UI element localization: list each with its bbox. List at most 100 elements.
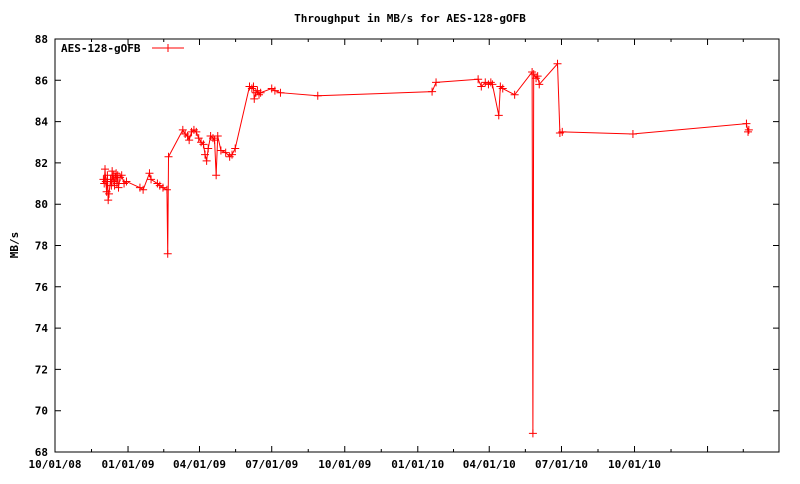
data-point: [108, 177, 117, 186]
data-point: [247, 84, 256, 93]
data-point: [742, 119, 751, 128]
y-tick-label: 74: [35, 322, 49, 335]
data-point: [494, 111, 503, 120]
data-point: [199, 140, 208, 149]
data-point: [528, 68, 537, 77]
data-point: [256, 88, 265, 97]
data-point: [155, 181, 164, 190]
data-point: [108, 167, 117, 176]
x-tick-label: 04/01/09: [173, 458, 226, 471]
data-point: [194, 134, 203, 143]
data-point: [529, 70, 538, 79]
y-tick-label: 76: [35, 281, 49, 294]
data-point: [228, 150, 237, 159]
data-point: [221, 148, 230, 157]
data-point: [100, 179, 109, 188]
data-point: [204, 144, 213, 153]
data-point: [162, 185, 171, 194]
data-point: [213, 132, 222, 141]
data-point: [139, 185, 148, 194]
chart-title: Throughput in MB/s for AES-128-gOFB: [294, 12, 526, 25]
data-point: [532, 74, 541, 83]
data-point: [428, 87, 437, 96]
data-point: [202, 156, 211, 165]
data-point: [249, 82, 258, 91]
y-tick-label: 82: [35, 157, 48, 170]
data-point: [104, 196, 113, 205]
data-point: [104, 189, 113, 198]
x-tick-label: 10/01/10: [608, 458, 661, 471]
x-tick-label: 07/01/10: [535, 458, 588, 471]
y-tick-label: 86: [35, 74, 49, 87]
y-tick-label: 80: [35, 198, 48, 211]
data-point: [208, 134, 217, 143]
data-point: [112, 179, 121, 188]
data-point: [553, 59, 562, 68]
data-point: [498, 84, 507, 93]
data-point: [122, 177, 131, 186]
data-point: [250, 94, 259, 103]
data-point: [253, 86, 262, 95]
data-point: [267, 84, 276, 93]
data-point: [528, 429, 537, 438]
data-point: [101, 177, 110, 186]
data-point: [432, 78, 441, 87]
data-point: [210, 136, 219, 145]
data-point: [192, 127, 201, 136]
plot-area: [99, 59, 753, 438]
data-point: [135, 183, 144, 192]
data-point: [477, 82, 486, 91]
data-point: [533, 72, 542, 81]
x-tick-label: 10/01/09: [318, 458, 371, 471]
data-point: [535, 80, 544, 89]
data-point: [231, 144, 240, 153]
y-tick-label: 70: [35, 405, 48, 418]
y-tick-label: 72: [35, 363, 48, 376]
axes: 68 70 72 74 76 78 80 82 84 86 88 10/01/08 01/01/09 04…: [29, 33, 780, 471]
data-point: [116, 173, 125, 182]
legend: AES-128-gOFB: [61, 42, 184, 55]
plot-border: [54, 38, 780, 453]
y-tick-label: 84: [35, 116, 49, 129]
legend-marker: [164, 44, 172, 52]
series-line: [102, 62, 750, 434]
x-tick-label: 04/01/10: [463, 458, 516, 471]
data-point: [744, 127, 753, 136]
data-point: [183, 132, 192, 141]
data-point: [101, 165, 110, 174]
data-point: [558, 127, 567, 136]
data-point: [744, 125, 753, 134]
data-point: [117, 171, 126, 180]
y-axis-label: MB/s: [8, 232, 21, 259]
y-tick-label: 88: [35, 33, 48, 46]
legend-label: AES-128-gOFB: [61, 42, 141, 55]
y-tick-label: 68: [35, 446, 48, 459]
data-point: [158, 183, 167, 192]
y-tick-label: 78: [35, 240, 48, 253]
x-tick-label: 07/01/09: [245, 458, 298, 471]
data-point: [628, 129, 637, 138]
data-point: [212, 171, 221, 180]
x-tick-label: 01/01/09: [102, 458, 155, 471]
data-point: [474, 75, 483, 84]
data-point: [114, 183, 123, 192]
data-point: [313, 91, 322, 100]
data-point: [488, 80, 497, 89]
data-point: [163, 249, 172, 258]
data-point: [145, 169, 154, 178]
data-point: [178, 125, 187, 134]
data-point: [185, 136, 194, 145]
x-tick-label: 10/01/08: [29, 458, 82, 471]
data-point: [112, 169, 121, 178]
data-point: [164, 152, 173, 161]
data-point: [216, 146, 225, 155]
data-point: [276, 88, 285, 97]
data-point: [255, 90, 264, 99]
data-point: [147, 175, 156, 184]
data-point: [486, 78, 495, 87]
data-point: [270, 86, 279, 95]
data-point: [201, 150, 210, 159]
data-point: [510, 90, 519, 99]
x-tick-label: 01/01/10: [391, 458, 444, 471]
